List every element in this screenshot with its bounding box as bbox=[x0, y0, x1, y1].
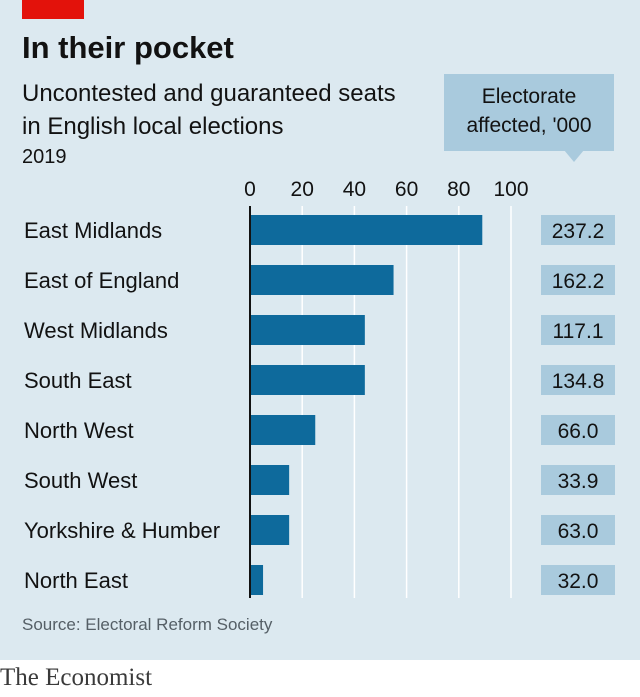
category-label: East Midlands bbox=[24, 218, 162, 243]
category-label: East of England bbox=[24, 268, 179, 293]
category-label: South West bbox=[24, 468, 137, 493]
x-tick-label: 100 bbox=[493, 178, 528, 201]
bar bbox=[250, 315, 365, 345]
chart-title: In their pocket bbox=[22, 30, 234, 65]
value-box bbox=[541, 265, 615, 295]
brand-red-tag bbox=[22, 0, 84, 19]
value-column-label: Electorate affected, '000 bbox=[466, 85, 592, 137]
x-tick-label: 20 bbox=[291, 178, 314, 201]
value-label: 237.2 bbox=[552, 220, 605, 243]
value-box bbox=[541, 415, 615, 445]
chart-year: 2019 bbox=[22, 146, 67, 168]
bar-chart: 0 20 40 60 80 100 East Midlands 237.2 East of En… bbox=[24, 178, 615, 598]
value-box bbox=[541, 215, 615, 245]
value-label: 162.2 bbox=[552, 270, 605, 293]
category-label: North West bbox=[24, 418, 134, 443]
category-label: Yorkshire & Humber bbox=[24, 518, 220, 543]
category-label: North East bbox=[24, 568, 128, 593]
category-label: West Midlands bbox=[24, 318, 168, 343]
x-tick-label: 60 bbox=[395, 178, 418, 201]
callout-pointer bbox=[564, 150, 584, 162]
value-box bbox=[541, 465, 615, 495]
bar bbox=[250, 465, 290, 495]
bar bbox=[250, 365, 365, 395]
value-label: 66.0 bbox=[558, 420, 599, 443]
chart-subtitle: Uncontested and guaranteed seats in Engl… bbox=[22, 80, 396, 140]
value-box bbox=[541, 365, 615, 395]
bar bbox=[250, 565, 264, 595]
x-tick-label: 0 bbox=[244, 178, 256, 201]
value-label: 32.0 bbox=[558, 570, 599, 593]
value-box bbox=[541, 565, 615, 595]
value-label: 63.0 bbox=[558, 520, 599, 543]
x-tick-label: 40 bbox=[343, 178, 366, 201]
value-column-callout: Electorate affected, '000 bbox=[444, 74, 614, 151]
value-box bbox=[541, 315, 615, 345]
value-label: 117.1 bbox=[553, 320, 604, 343]
value-label: 33.9 bbox=[558, 470, 599, 493]
publisher-logo: The Economist bbox=[0, 664, 153, 691]
category-label: South East bbox=[24, 368, 132, 393]
bar bbox=[250, 415, 316, 445]
bar bbox=[250, 215, 483, 245]
bar bbox=[250, 515, 290, 545]
value-box bbox=[541, 515, 615, 545]
x-tick-label: 80 bbox=[447, 178, 470, 201]
source-note: Source: Electoral Reform Society bbox=[22, 615, 273, 634]
bar bbox=[250, 265, 394, 295]
value-label: 134.8 bbox=[552, 370, 605, 393]
